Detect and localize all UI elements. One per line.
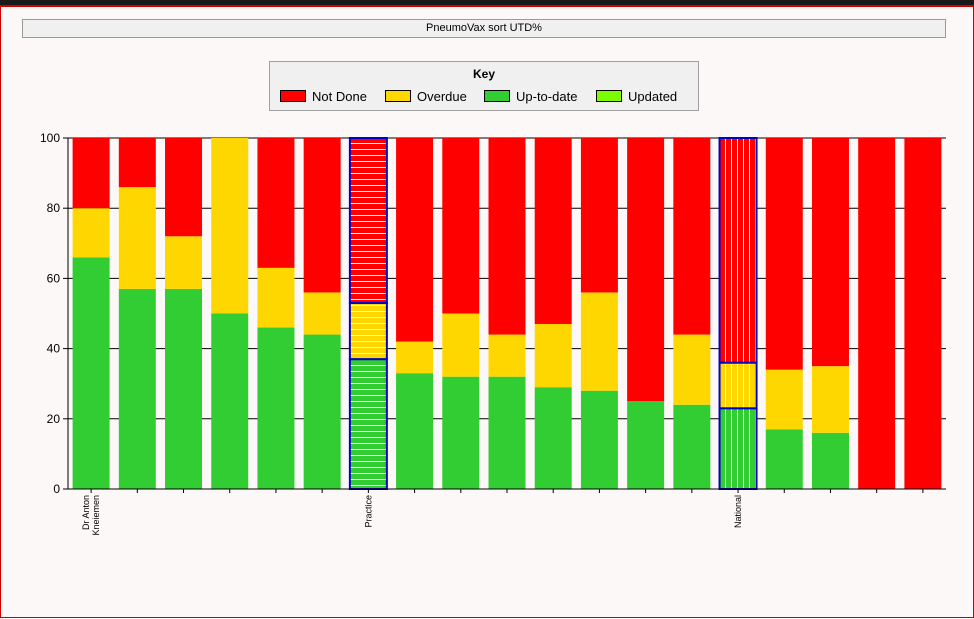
bar-group-18[interactable] bbox=[858, 138, 896, 489]
legend-item-up-to-date: Up-to-date bbox=[484, 88, 577, 104]
x-tick-label-1: Dr AntonKneiemen bbox=[81, 495, 101, 536]
bar-group-4[interactable] bbox=[211, 138, 249, 490]
bar-7-highlight-overlay bbox=[348, 358, 388, 490]
bar-8-not-done[interactable] bbox=[396, 138, 434, 342]
bar-18-not-done[interactable] bbox=[858, 138, 896, 489]
bar-2-up-to-date[interactable] bbox=[118, 288, 156, 489]
bar-16-overdue[interactable] bbox=[765, 369, 803, 430]
bar-group-17[interactable] bbox=[811, 138, 849, 489]
bar-1-overdue[interactable] bbox=[72, 208, 110, 258]
bar-3-up-to-date[interactable] bbox=[165, 288, 203, 489]
legend-item-updated: Updated bbox=[596, 88, 677, 104]
x-tick-label-15: National bbox=[733, 495, 743, 528]
bar-5-overdue[interactable] bbox=[257, 267, 295, 328]
bar-5-not-done[interactable] bbox=[257, 138, 295, 268]
bar-7-highlight-overlay bbox=[348, 301, 388, 361]
legend-label-overdue: Overdue bbox=[417, 88, 467, 104]
bar-8-up-to-date[interactable] bbox=[396, 373, 434, 489]
legend-swatch-updated bbox=[596, 90, 622, 102]
x-tick-label-7: Practice bbox=[363, 495, 373, 528]
bar-1-up-to-date[interactable] bbox=[72, 257, 110, 489]
bar-16-up-to-date[interactable] bbox=[765, 429, 803, 489]
bar-group-13[interactable] bbox=[627, 138, 665, 489]
bar-12-overdue[interactable] bbox=[580, 292, 618, 391]
bar-11-overdue[interactable] bbox=[534, 324, 572, 388]
bar-2-not-done[interactable] bbox=[118, 138, 156, 188]
bar-4-overdue[interactable] bbox=[211, 138, 249, 314]
bar-1-not-done[interactable] bbox=[72, 138, 110, 209]
bar-10-overdue[interactable] bbox=[488, 334, 526, 377]
bar-group-9[interactable] bbox=[442, 138, 480, 489]
legend-item-overdue: Overdue bbox=[385, 88, 467, 104]
bar-11-not-done[interactable] bbox=[534, 138, 572, 325]
bar-12-up-to-date[interactable] bbox=[580, 390, 618, 489]
y-tick-label-20: 20 bbox=[47, 412, 61, 426]
bar-19-not-done[interactable] bbox=[904, 138, 942, 489]
bar-group-1[interactable] bbox=[72, 138, 110, 489]
bar-11-up-to-date[interactable] bbox=[534, 387, 572, 489]
bar-3-not-done[interactable] bbox=[165, 138, 203, 237]
bar-group-16[interactable] bbox=[765, 138, 803, 489]
top-border bbox=[0, 0, 974, 6]
bar-group-2[interactable] bbox=[118, 138, 156, 489]
bar-5-up-to-date[interactable] bbox=[257, 327, 295, 489]
bar-6-up-to-date[interactable] bbox=[303, 334, 341, 489]
y-tick-label-40: 40 bbox=[47, 342, 61, 356]
y-tick-label-80: 80 bbox=[47, 201, 61, 215]
bar-15-highlight-overlay bbox=[718, 137, 758, 364]
bar-13-up-to-date[interactable] bbox=[627, 401, 665, 489]
bar-6-overdue[interactable] bbox=[303, 292, 341, 335]
y-tick-label-0: 0 bbox=[53, 482, 60, 496]
bar-15-highlight-overlay bbox=[718, 361, 758, 410]
bar-14-not-done[interactable] bbox=[673, 138, 711, 335]
bar-9-overdue[interactable] bbox=[442, 313, 480, 377]
legend-item-not-done: Not Done bbox=[280, 88, 367, 104]
bar-group-10[interactable] bbox=[488, 138, 526, 489]
bar-group-7[interactable] bbox=[348, 137, 388, 490]
bar-12-not-done[interactable] bbox=[580, 138, 618, 293]
bar-14-up-to-date[interactable] bbox=[673, 404, 711, 489]
y-tick-label-60: 60 bbox=[47, 271, 61, 285]
bar-group-11[interactable] bbox=[534, 138, 572, 489]
bar-group-6[interactable] bbox=[303, 138, 341, 489]
bar-8-overdue[interactable] bbox=[396, 341, 434, 374]
bar-group-14[interactable] bbox=[673, 138, 711, 489]
bar-10-not-done[interactable] bbox=[488, 138, 526, 335]
legend-swatch-up-to-date bbox=[484, 90, 510, 102]
chart-title: PneumoVax sort UTD% bbox=[22, 19, 946, 38]
bar-3-overdue[interactable] bbox=[165, 236, 203, 289]
bar-group-8[interactable] bbox=[396, 138, 434, 489]
bar-16-not-done[interactable] bbox=[765, 138, 803, 370]
bar-group-5[interactable] bbox=[257, 138, 295, 489]
legend-title: Key bbox=[472, 67, 495, 81]
bar-group-19[interactable] bbox=[904, 138, 942, 489]
legend: Key Not Done Overdue Up-to-date Updated bbox=[269, 61, 699, 111]
top-accent bbox=[0, 5, 974, 7]
bar-7-highlight-overlay bbox=[348, 137, 388, 304]
bar-4-up-to-date[interactable] bbox=[211, 313, 249, 490]
bar-group-12[interactable] bbox=[580, 138, 618, 489]
legend-label-up-to-date: Up-to-date bbox=[516, 88, 578, 104]
bar-2-overdue[interactable] bbox=[118, 187, 156, 289]
bar-9-not-done[interactable] bbox=[442, 138, 480, 314]
bar-9-up-to-date[interactable] bbox=[442, 376, 480, 489]
legend-swatch-overdue bbox=[385, 90, 411, 102]
legend-swatch-not-done bbox=[280, 90, 306, 102]
bar-13-not-done[interactable] bbox=[627, 138, 665, 402]
legend-label-updated: Updated bbox=[628, 88, 678, 104]
bar-group-15[interactable] bbox=[718, 137, 758, 490]
bar-14-overdue[interactable] bbox=[673, 334, 711, 405]
bar-17-up-to-date[interactable] bbox=[811, 432, 849, 489]
bar-17-not-done[interactable] bbox=[811, 138, 849, 367]
bar-group-3[interactable] bbox=[165, 138, 203, 489]
bar-17-overdue[interactable] bbox=[811, 366, 849, 433]
bar-10-up-to-date[interactable] bbox=[488, 376, 526, 489]
bar-15-highlight-overlay bbox=[718, 407, 758, 490]
y-tick-label-100: 100 bbox=[40, 131, 60, 145]
legend-label-not-done: Not Done bbox=[312, 88, 367, 104]
bar-6-not-done[interactable] bbox=[303, 138, 341, 293]
